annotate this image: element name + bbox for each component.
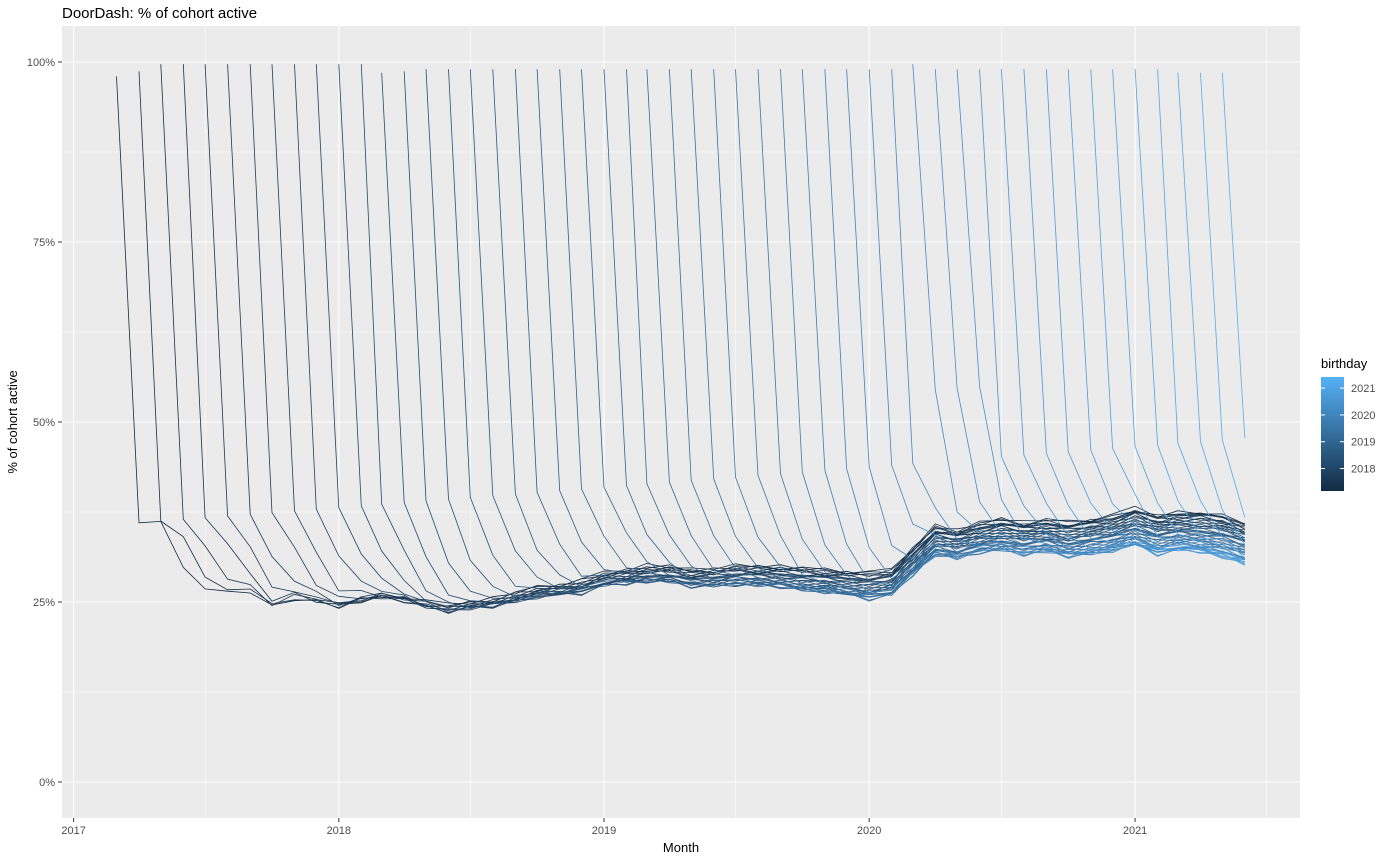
legend-title: birthday (1321, 356, 1368, 371)
x-axis-ticks: 2017 2018 2019 2020 2021 (61, 818, 1147, 837)
cohort-line (515, 69, 1245, 594)
chart-title: DoorDash: % of cohort active (62, 5, 257, 22)
cohort-line (713, 69, 1245, 601)
cohort-line (1200, 72, 1246, 518)
cohort-line (1134, 69, 1246, 565)
cohort-line (469, 69, 1245, 590)
legend-colorbar (1321, 377, 1344, 491)
x-axis-title: Month (663, 840, 699, 855)
cohort-line (536, 69, 1245, 593)
cohort-line (1221, 72, 1246, 439)
legend-ticks: 2021 2020 2019 2018 (1321, 383, 1375, 476)
y-tick-label: 50% (33, 417, 55, 429)
cohort-line (425, 69, 1245, 598)
x-tick-label: 2020 (857, 825, 881, 837)
cohort-line (1067, 69, 1245, 562)
y-tick-label: 75% (33, 237, 55, 249)
y-axis-ticks: 0% 25% 50% 75% 100% (27, 57, 62, 789)
cohort-line (1177, 72, 1246, 545)
cohort-line (559, 69, 1245, 596)
cohort-line (979, 69, 1245, 561)
cohort-line (1001, 69, 1245, 560)
y-tick-label: 25% (33, 597, 55, 609)
cohort-line (1046, 69, 1245, 563)
y-axis-title: % of cohort active (5, 370, 20, 473)
cohort-line (801, 69, 1245, 586)
cohort-line (669, 69, 1245, 598)
legend: birthday 2021 2020 2019 2018 (1321, 356, 1375, 491)
legend-label: 2019 (1351, 437, 1375, 449)
cohort-line (294, 64, 1245, 611)
y-tick-label: 100% (27, 57, 55, 69)
x-tick-label: 2017 (61, 825, 85, 837)
legend-label: 2021 (1351, 383, 1375, 395)
cohort-line (249, 64, 1245, 614)
cohort-line (1157, 69, 1246, 559)
cohort-series-group (116, 64, 1246, 614)
y-tick-label: 0% (39, 777, 55, 789)
cohort-line (1090, 69, 1245, 566)
x-tick-label: 2021 (1123, 825, 1147, 837)
x-tick-label: 2018 (327, 825, 351, 837)
legend-label: 2018 (1351, 464, 1375, 476)
legend-label: 2020 (1351, 410, 1375, 422)
cohort-line (757, 69, 1245, 597)
cohort-line (1112, 69, 1245, 563)
cohort-line (934, 69, 1245, 560)
x-tick-label: 2019 (592, 825, 616, 837)
cohort-line (1023, 69, 1245, 565)
cohort-line (182, 64, 1245, 608)
cohort-line (338, 64, 1245, 609)
